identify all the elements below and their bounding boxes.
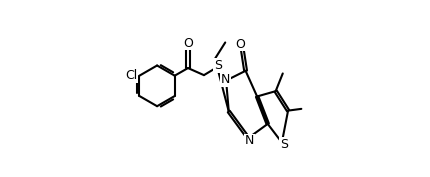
- Text: N: N: [244, 134, 254, 147]
- Text: N: N: [220, 73, 229, 86]
- Text: S: S: [214, 59, 221, 72]
- Text: Cl: Cl: [125, 69, 137, 82]
- Text: O: O: [183, 37, 193, 50]
- Text: O: O: [235, 38, 245, 51]
- Text: S: S: [279, 138, 287, 151]
